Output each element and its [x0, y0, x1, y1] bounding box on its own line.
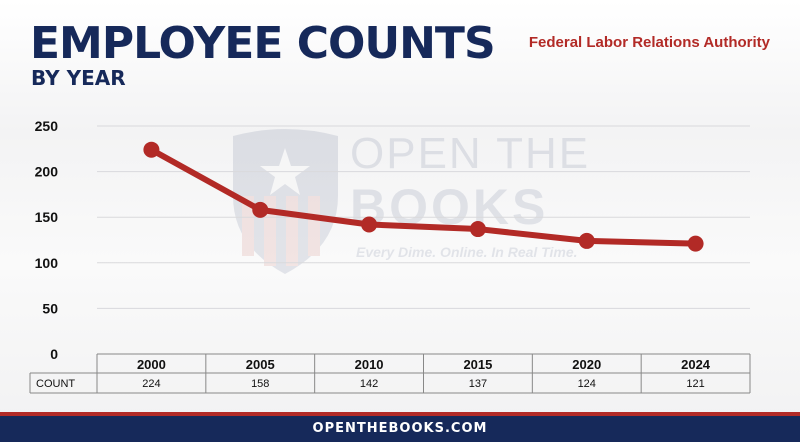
- grid-lines: [97, 125, 750, 309]
- y-axis-ticks: 0 50 100 150 200 250: [35, 118, 59, 362]
- data-point: [252, 201, 269, 218]
- x-category-label: 2005: [246, 357, 275, 372]
- x-category-label: 2024: [681, 357, 711, 372]
- footer-banner[interactable]: OPENTHEBOOKS.COM: [0, 416, 800, 442]
- table-value: 124: [578, 378, 596, 390]
- chart-title: EMPLOYEE COUNTS: [30, 18, 496, 69]
- y-tick-label: 250: [35, 118, 59, 134]
- footer-stripe: [0, 412, 800, 416]
- x-category-label: 2010: [355, 357, 384, 372]
- y-tick-label: 50: [42, 300, 58, 316]
- table-value: 158: [251, 378, 269, 390]
- data-table: COUNT 2000 224 2005 158 2010 142 2015 137 2020 124…: [29, 353, 751, 394]
- data-point: [361, 216, 378, 233]
- table-value: 142: [360, 378, 378, 390]
- chart-subtitle: BY YEAR: [31, 66, 126, 90]
- data-point: [687, 235, 704, 252]
- x-category-label: 2000: [137, 357, 166, 372]
- series-points: [143, 141, 704, 252]
- table-value: 224: [142, 378, 160, 390]
- data-point: [143, 141, 160, 158]
- table-row-label: COUNT: [36, 378, 75, 390]
- x-category-label: 2015: [463, 357, 492, 372]
- agency-name: Federal Labor Relations Authority: [528, 34, 770, 51]
- data-point: [469, 221, 486, 238]
- data-point: [578, 232, 595, 249]
- series-line: [148, 146, 699, 247]
- y-tick-label: 100: [35, 255, 59, 271]
- x-category-label: 2020: [572, 357, 601, 372]
- y-tick-label: 150: [35, 209, 59, 225]
- series-line-path: [148, 146, 699, 247]
- y-tick-label: 200: [35, 164, 59, 180]
- table-value: 137: [469, 378, 487, 390]
- table-value: 121: [686, 378, 704, 390]
- y-tick-label: 0: [50, 346, 58, 362]
